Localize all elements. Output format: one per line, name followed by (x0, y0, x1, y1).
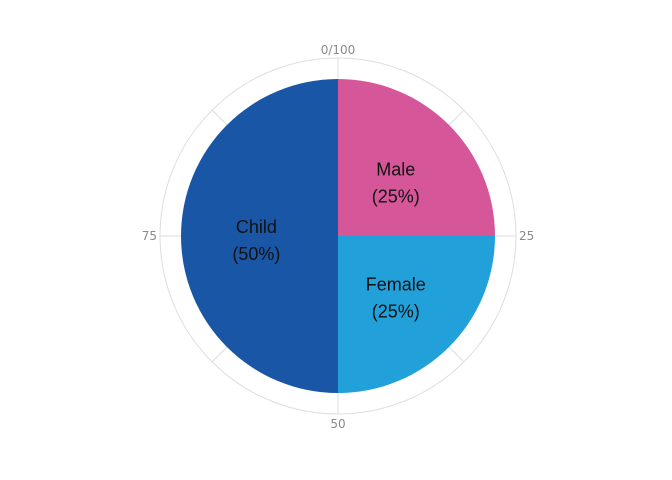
polar-tick-label: 25 (519, 229, 534, 243)
slice-percent-child: (50%) (232, 244, 280, 264)
polar-tick-label: 0/100 (321, 43, 356, 57)
polar-tick-label: 75 (142, 229, 157, 243)
slice-label-male: Male (376, 159, 415, 179)
polar-tick-label: 50 (330, 417, 345, 431)
pie-slice-male[interactable] (338, 79, 495, 236)
slice-label-child: Child (236, 217, 277, 237)
slice-percent-male: (25%) (372, 186, 420, 206)
slice-label-female: Female (366, 275, 426, 295)
slice-percent-female: (25%) (372, 302, 420, 322)
pie-slice-child[interactable] (181, 79, 338, 393)
pie-slice-female[interactable] (338, 236, 495, 393)
